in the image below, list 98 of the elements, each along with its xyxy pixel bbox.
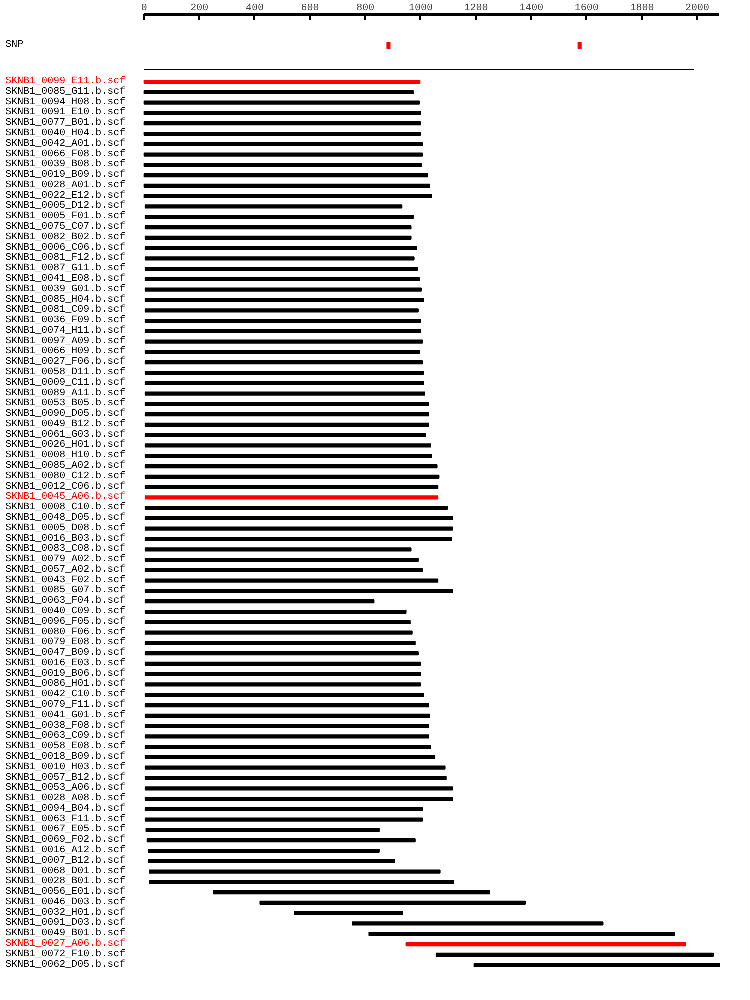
x-tick-label: 1200: [464, 4, 488, 14]
x-tick-label: 1800: [630, 4, 654, 14]
y-tick-label: SKNB1_0072_F10.b.scf: [6, 948, 126, 960]
y-tick-label: SKNB1_0079_F11.b.scf: [6, 699, 126, 712]
y-tick-label: SKNB1_0028_A08.b.scf: [6, 792, 126, 805]
y-tick-label: SKNB1_0097_A09.b.scf: [6, 335, 126, 348]
y-tick-label: SKNB1_0063_C09.b.scf: [6, 730, 126, 742]
y-tick-label: SKNB1_0085_G11.b.scf: [6, 86, 126, 98]
y-tick-label: SKNB1_0079_E08.b.scf: [6, 636, 126, 649]
y-tick-label: SKNB1_0058_D11.b.scf: [6, 366, 126, 378]
y-tick-label: SKNB1_0042_C10.b.scf: [6, 688, 126, 701]
y-tick-label: SKNB1_0018_B09.b.scf: [6, 750, 126, 763]
y-tick-label: SKNB1_0045_A06.b.scf: [6, 491, 126, 504]
y-tick-label: SKNB1_0086_H01.b.scf: [6, 678, 126, 690]
y-tick-label: SKNB1_0027_F06.b.scf: [6, 356, 126, 368]
y-tick-label: SKNB1_0094_B04.b.scf: [6, 802, 126, 815]
y-tick-label: SKNB1_0077_B01.b.scf: [6, 117, 126, 130]
y-tick-label: SKNB1_0012_C06.b.scf: [6, 480, 126, 493]
y-tick-label: SKNB1_0091_D03.b.scf: [6, 917, 126, 930]
y-tick-label: SKNB1_0053_A06.b.scf: [6, 782, 126, 794]
y-tick-label: SKNB1_0010_H03.b.scf: [6, 761, 126, 774]
y-tick-label: SKNB1_0026_H01.b.scf: [6, 439, 126, 452]
y-tick-label: SKNB1_0094_H08.b.scf: [6, 96, 126, 108]
y-tick-label: SKNB1_0061_G03.b.scf: [6, 428, 126, 441]
y-tick-label: SKNB1_0081_F12.b.scf: [6, 252, 126, 264]
y-tick-label: SKNB1_0036_F09.b.scf: [6, 314, 126, 327]
y-tick-label: SNP: [6, 40, 24, 52]
y-tick-label: SKNB1_0075_C07.b.scf: [6, 221, 126, 234]
y-tick-label: SKNB1_0005_D08.b.scf: [6, 522, 126, 534]
y-tick-label: SKNB1_0085_A02.b.scf: [6, 460, 126, 472]
y-tick-label: SKNB1_0039_G01.b.scf: [6, 283, 126, 296]
y-tick-label: SKNB1_0099_E11.b.scf: [6, 76, 126, 88]
y-tick-label: SKNB1_0043_F02.b.scf: [6, 574, 126, 586]
y-tick-label: SKNB1_0087_G11.b.scf: [6, 262, 126, 275]
y-tick-label: SKNB1_0019_B09.b.scf: [6, 169, 126, 182]
y-tick-label: SKNB1_0057_A02.b.scf: [6, 564, 126, 576]
y-tick-label: SKNB1_0046_D03.b.scf: [6, 896, 126, 908]
y-tick-label: SKNB1_0047_B09.b.scf: [6, 647, 126, 660]
y-tick-label: SKNB1_0006_C06.b.scf: [6, 242, 126, 254]
y-tick-label: SKNB1_0032_H01.b.scf: [6, 906, 126, 919]
y-tick-label: SKNB1_0074_H11.b.scf: [6, 324, 126, 337]
y-tick-label: SKNB1_0005_D12.b.scf: [6, 200, 126, 212]
y-tick-label: SKNB1_0079_A02.b.scf: [6, 554, 126, 566]
y-tick-label: SKNB1_0082_B02.b.scf: [6, 231, 126, 244]
x-tick-label: 600: [301, 4, 320, 14]
y-tick-label: SKNB1_0040_H04.b.scf: [6, 128, 126, 140]
x-tick-label: 0: [141, 4, 148, 14]
y-tick-label: SKNB1_0085_H04.b.scf: [6, 294, 126, 306]
y-tick-label: SKNB1_0062_D05.b.scf: [6, 958, 126, 971]
y-tick-label: SKNB1_0081_C09.b.scf: [6, 304, 126, 316]
y-tick-label: SKNB1_0069_F02.b.scf: [6, 834, 126, 846]
y-tick-label: SKNB1_0090_D05.b.scf: [6, 408, 126, 420]
y-tick-label: SKNB1_0038_F08.b.scf: [6, 720, 126, 732]
y-tick-label: SKNB1_0068_D01.b.scf: [6, 865, 126, 878]
x-tick-label: 1600: [574, 4, 599, 14]
y-tick-label: SKNB1_0053_B05.b.scf: [6, 398, 126, 410]
y-tick-label: SKNB1_0066_H09.b.scf: [6, 346, 126, 358]
y-tick-label: SKNB1_0008_H10.b.scf: [6, 450, 126, 462]
y-tick-label: SKNB1_0016_B03.b.scf: [6, 532, 126, 545]
y-tick-label: SKNB1_0041_E08.b.scf: [6, 272, 126, 285]
y-tick-label: SKNB1_0048_D05.b.scf: [6, 512, 126, 524]
y-tick-label: SKNB1_0040_C09.b.scf: [6, 606, 126, 618]
y-tick-label: SKNB1_0083_C08.b.scf: [6, 543, 126, 556]
x-tick-label: 800: [356, 4, 375, 14]
y-tick-label: SKNB1_0066_F08.b.scf: [6, 148, 126, 160]
x-tick-label: 400: [246, 4, 264, 14]
y-tick-label: SKNB1_0019_B06.b.scf: [6, 668, 126, 680]
y-tick-label: SKNB1_0016_E03.b.scf: [6, 657, 126, 670]
y-tick-label: SKNB1_0067_E05.b.scf: [6, 824, 126, 836]
y-tick-label: SKNB1_0028_A01.b.scf: [6, 179, 126, 192]
y-tick-label: SKNB1_0057_B12.b.scf: [6, 772, 126, 784]
y-tick-label: SKNB1_0041_G01.b.scf: [6, 709, 126, 722]
y-tick-label: SKNB1_0080_F06.b.scf: [6, 626, 126, 638]
y-tick-label: SKNB1_0022_E12.b.scf: [6, 190, 126, 202]
y-tick-label: SKNB1_0096_F05.b.scf: [6, 616, 126, 628]
y-tick-label: SKNB1_0008_C10.b.scf: [6, 502, 126, 514]
y-tick-label: SKNB1_0042_A01.b.scf: [6, 138, 126, 150]
y-tick-label: SKNB1_0080_C12.b.scf: [6, 470, 126, 482]
y-tick-label: SKNB1_0056_E01.b.scf: [6, 886, 126, 898]
y-tick-label: SKNB1_0016_A12.b.scf: [6, 844, 126, 856]
y-tick-label: SKNB1_0049_B12.b.scf: [6, 418, 126, 430]
y-tick-label: SKNB1_0009_C11.b.scf: [6, 376, 126, 389]
y-tick-label: SKNB1_0027_A06.b.scf: [6, 938, 126, 950]
y-tick-label: SKNB1_0063_F04.b.scf: [6, 595, 126, 608]
y-tick-label: SKNB1_0085_G07.b.scf: [6, 584, 126, 597]
y-tick-label: SKNB1_0058_E08.b.scf: [6, 740, 126, 753]
y-tick-label: SKNB1_0089_A11.b.scf: [6, 387, 126, 400]
y-tick-label: SKNB1_0039_B08.b.scf: [6, 158, 126, 171]
y-tick-label: SKNB1_0063_F11.b.scf: [6, 813, 126, 826]
x-tick-label: 1400: [520, 4, 544, 14]
y-tick-label: SKNB1_0007_B12.b.scf: [6, 854, 126, 867]
y-tick-label: SKNB1_0028_B01.b.scf: [6, 876, 126, 888]
y-tick-label: SKNB1_0049_B01.b.scf: [6, 928, 126, 940]
x-tick-label: 200: [190, 4, 209, 14]
x-tick-label: 2000: [686, 4, 710, 14]
x-tick-label: 1000: [408, 4, 433, 14]
y-tick-label: SKNB1_0091_E10.b.scf: [6, 106, 126, 119]
y-tick-label: SKNB1_0005_F01.b.scf: [6, 210, 126, 223]
